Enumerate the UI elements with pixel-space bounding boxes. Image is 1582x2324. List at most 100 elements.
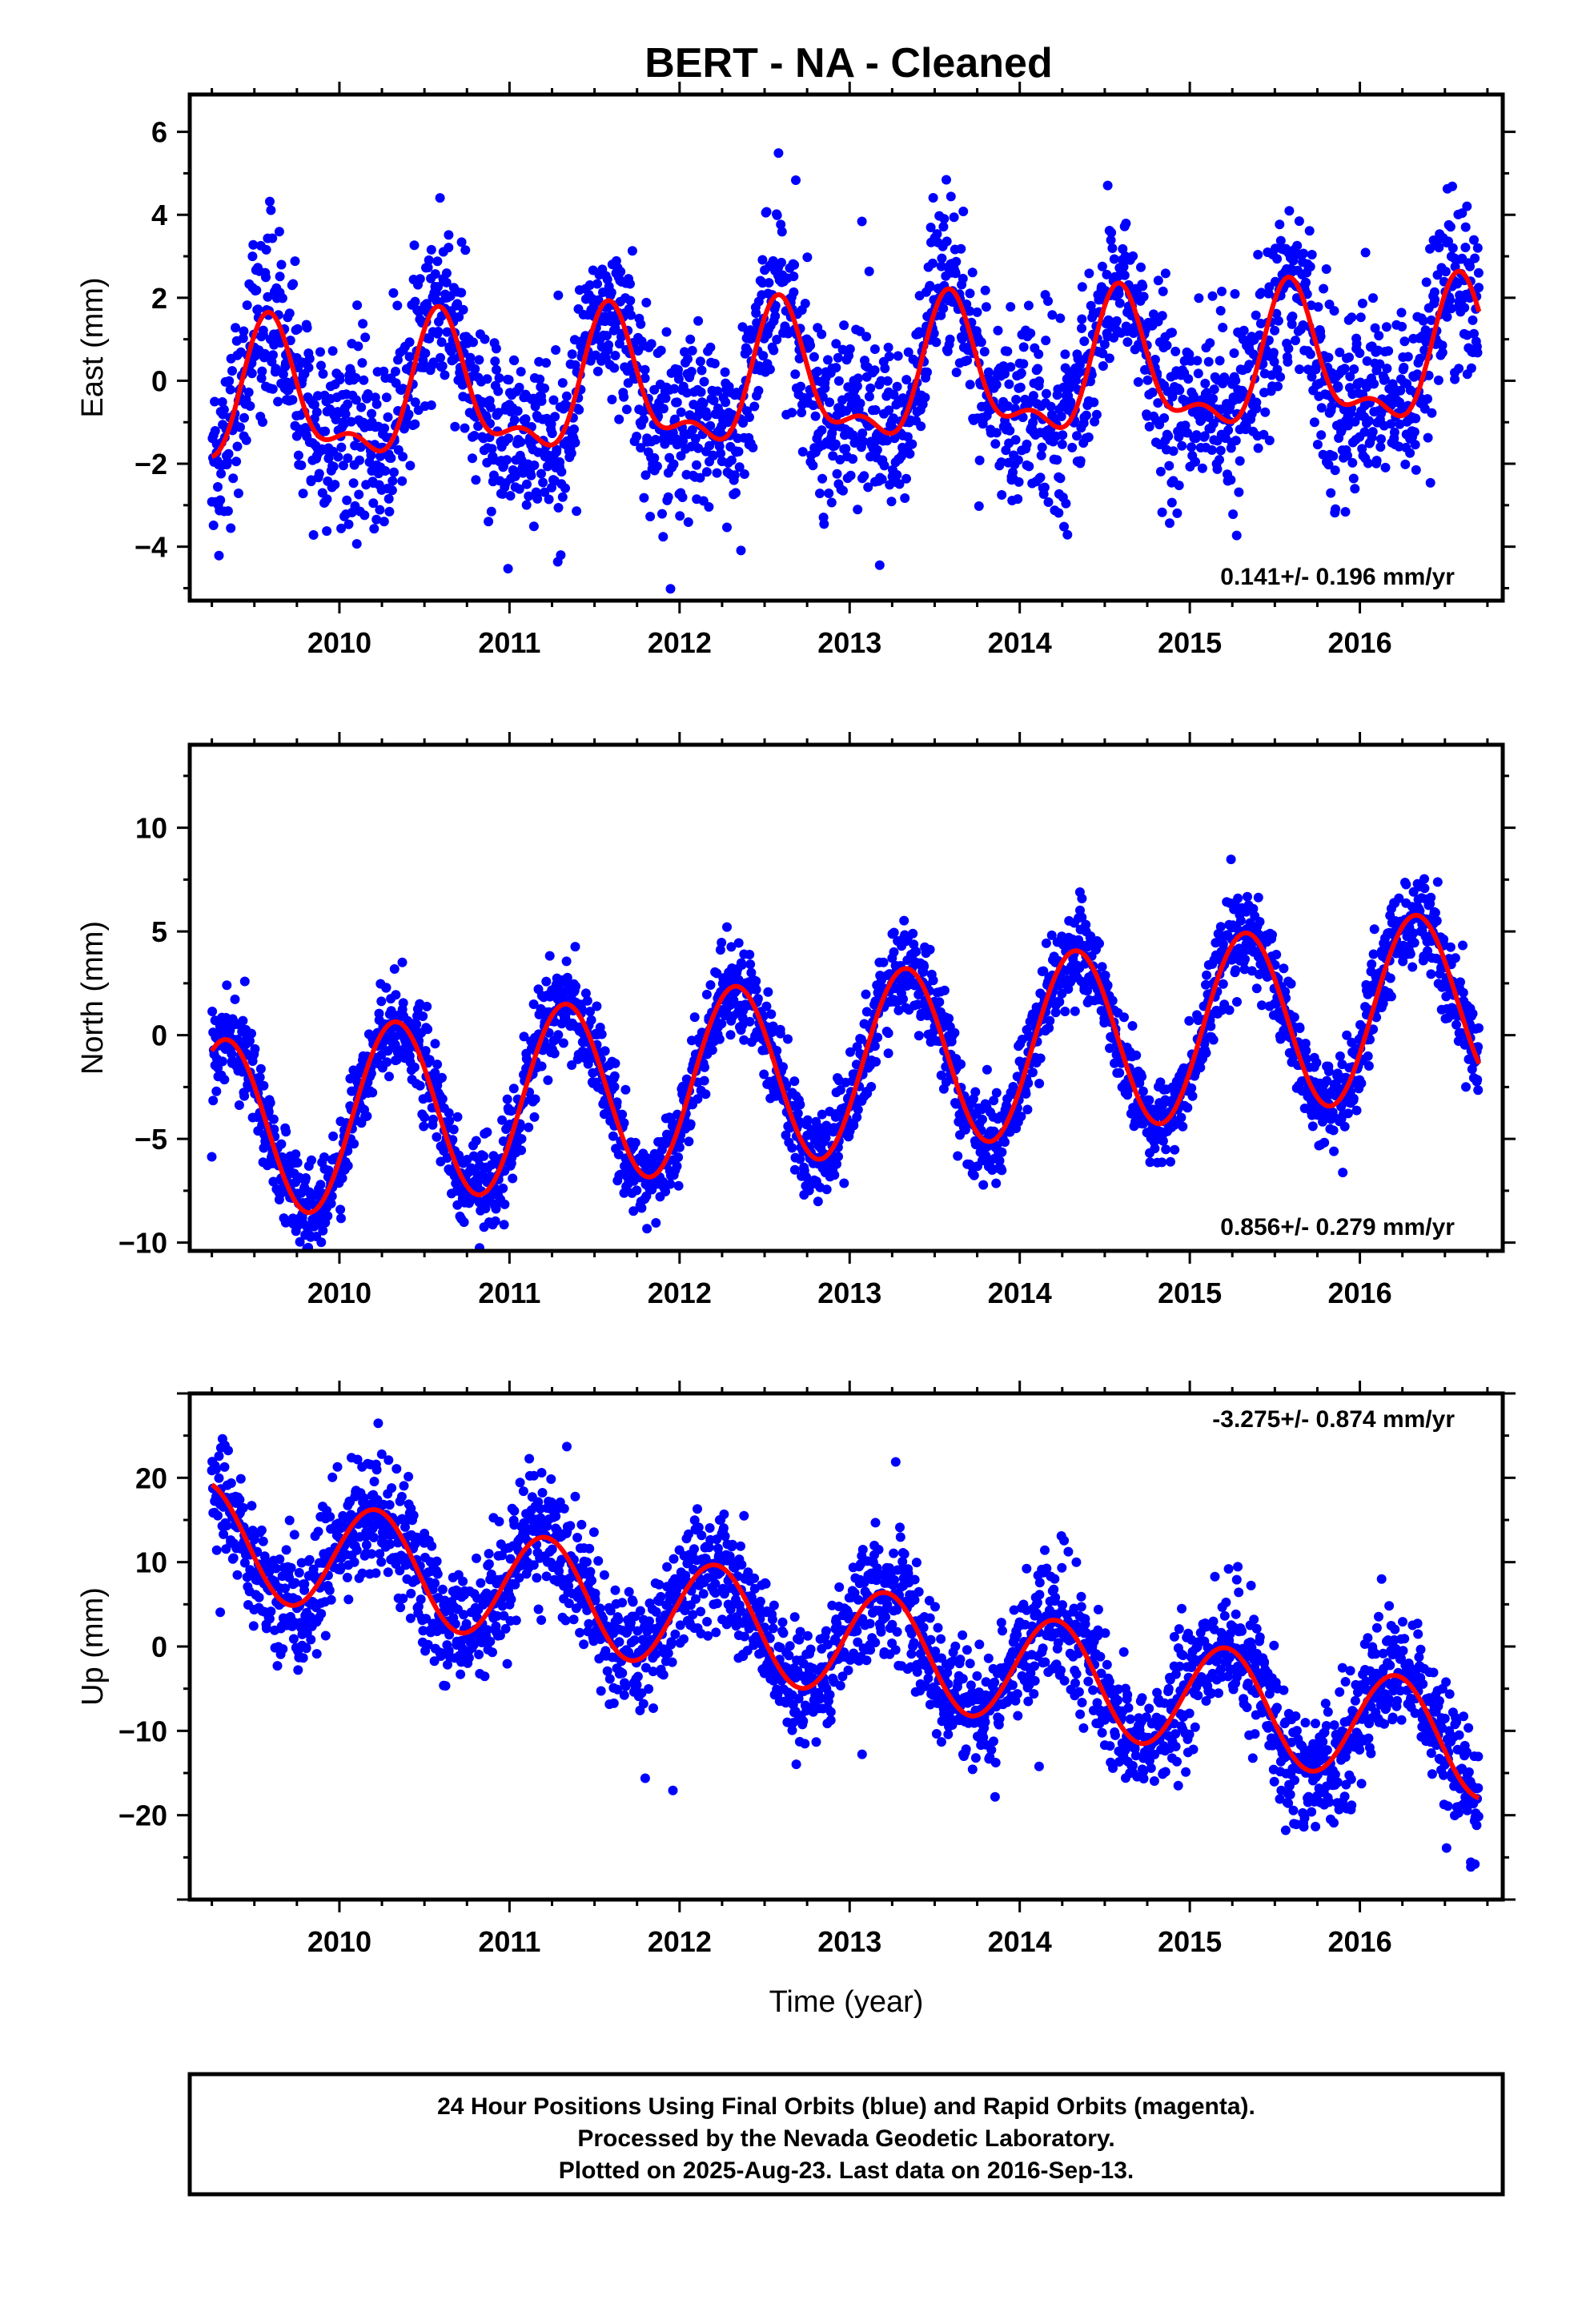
data-point (1294, 216, 1304, 227)
data-point (616, 267, 626, 277)
data-point (739, 469, 749, 479)
data-point (864, 392, 874, 402)
data-point (991, 1088, 1002, 1098)
data-point (529, 460, 540, 470)
data-point (1345, 372, 1355, 382)
data-point (831, 339, 841, 349)
data-point (1024, 461, 1034, 472)
data-point (1454, 364, 1464, 374)
data-point (991, 428, 1002, 438)
data-point (839, 320, 849, 331)
data-point (702, 411, 712, 421)
data-point (357, 358, 367, 368)
data-point (1381, 322, 1391, 332)
data-point (911, 947, 921, 957)
data-point (639, 493, 649, 503)
data-point (419, 1121, 429, 1132)
x-tick-label: 2011 (478, 626, 540, 659)
east-panel: 2010 2011 2012 2013 2014 2015 2016−4−20246East… (76, 82, 1516, 659)
data-point (219, 1075, 230, 1085)
data-point (1411, 413, 1421, 424)
data-point (1000, 1137, 1010, 1148)
data-point (1374, 331, 1384, 341)
data-point (1157, 311, 1167, 321)
data-point (1399, 336, 1410, 347)
data-point (705, 342, 716, 352)
data-point (1034, 349, 1044, 360)
data-point (359, 510, 370, 521)
data-point (336, 523, 347, 533)
data-point (541, 358, 552, 368)
data-point (1150, 1144, 1160, 1154)
data-point (749, 401, 760, 412)
data-point (1174, 385, 1185, 396)
data-point (276, 259, 287, 270)
data-point (938, 304, 949, 314)
data-point (470, 364, 480, 374)
data-point (745, 959, 756, 970)
data-point (493, 386, 504, 396)
data-point (974, 455, 985, 465)
data-point (222, 980, 232, 991)
data-point (848, 430, 858, 440)
data-point (1199, 431, 1210, 441)
data-point (700, 1062, 709, 1072)
data-point (1472, 348, 1483, 358)
data-point (1375, 359, 1385, 369)
data-point (307, 1155, 316, 1165)
data-point (460, 423, 470, 433)
data-point (857, 428, 868, 438)
data-point (509, 356, 520, 366)
data-point (997, 1165, 1007, 1176)
data-point (263, 292, 273, 302)
data-point (953, 1151, 963, 1161)
data-point (1081, 410, 1091, 420)
data-point (423, 263, 433, 273)
data-point (641, 297, 652, 308)
data-point (717, 938, 727, 947)
data-point (617, 1109, 628, 1120)
data-point (1197, 463, 1207, 473)
data-point (436, 337, 447, 348)
data-point (486, 402, 496, 412)
data-point (758, 351, 769, 361)
data-point (359, 375, 369, 385)
data-point (1268, 348, 1279, 358)
data-point (981, 302, 991, 312)
rate-annotation: 0.141+/- 0.196 mm/yr (1220, 564, 1455, 590)
data-point (1307, 250, 1317, 259)
data-point (1202, 970, 1212, 980)
data-point (520, 414, 531, 424)
data-point (261, 244, 271, 255)
data-point (509, 415, 520, 425)
data-point (837, 344, 848, 355)
data-point (1127, 1021, 1138, 1031)
data-point (516, 437, 526, 448)
data-point (1144, 421, 1154, 432)
data-point (928, 975, 938, 986)
data-point (1272, 364, 1283, 375)
data-point (1106, 227, 1117, 238)
data-point (1119, 270, 1130, 280)
data-point (607, 394, 617, 404)
data-point (1167, 328, 1177, 338)
data-point (1307, 1121, 1318, 1132)
data-point (328, 461, 339, 472)
data-point (499, 1220, 509, 1230)
data-point (387, 485, 397, 496)
data-point (884, 352, 894, 362)
data-point (676, 407, 686, 417)
data-point (430, 269, 440, 279)
data-point (1157, 507, 1167, 517)
data-point (211, 1086, 222, 1096)
data-point (974, 501, 984, 511)
data-point (1462, 201, 1472, 211)
data-point (415, 999, 425, 1009)
data-point (1118, 243, 1128, 254)
data-point (623, 378, 633, 388)
data-point (669, 459, 679, 469)
data-point (649, 452, 660, 463)
data-point (1161, 1144, 1171, 1155)
data-point (833, 376, 844, 386)
data-point (322, 526, 332, 537)
